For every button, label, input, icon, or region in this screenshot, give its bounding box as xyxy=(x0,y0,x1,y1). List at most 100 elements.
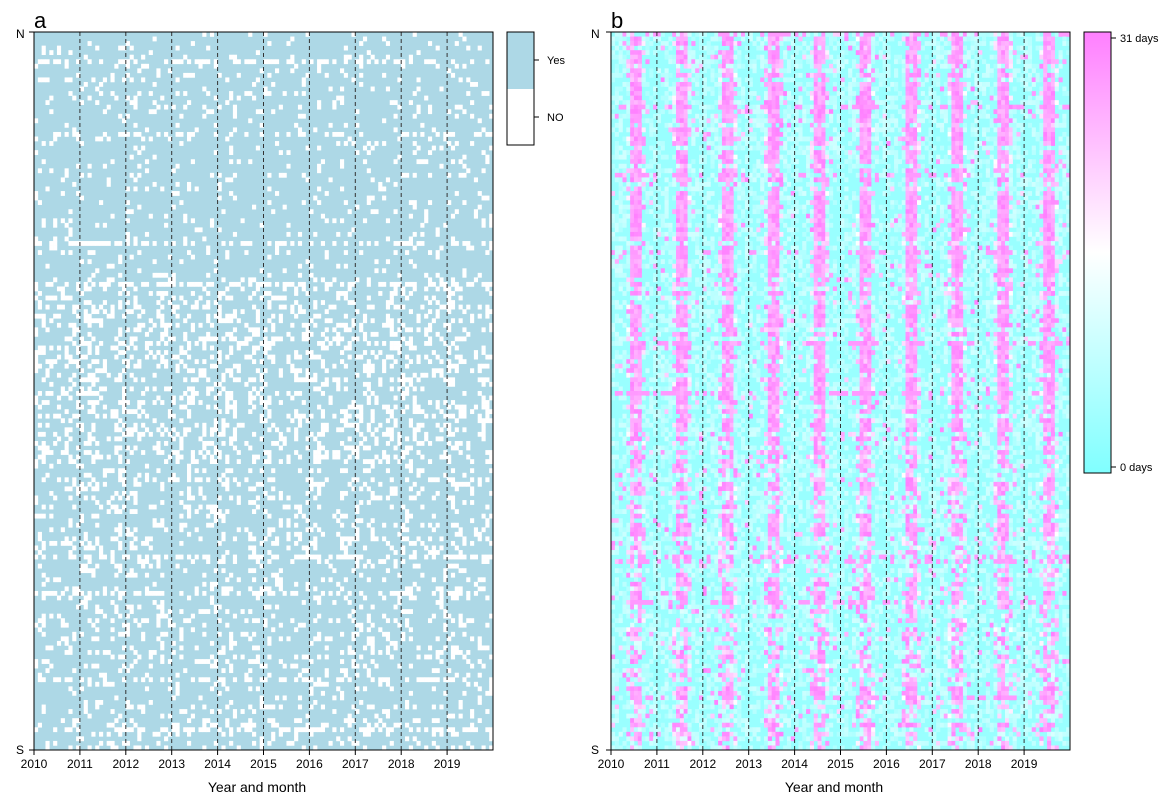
heatmap-cell-no xyxy=(370,318,375,324)
heatmap-cell xyxy=(672,100,677,105)
heatmap-cell-no xyxy=(355,454,360,460)
heatmap-cell-no xyxy=(336,531,341,537)
heatmap-cell-no xyxy=(229,700,234,705)
heatmap-cell-no xyxy=(313,377,318,383)
heatmap-cell-no xyxy=(290,309,295,315)
heatmap-cell xyxy=(959,36,964,42)
heatmap-cell-no xyxy=(72,477,77,483)
heatmap-cell-no xyxy=(95,450,100,455)
heatmap-cell-no xyxy=(347,650,352,655)
heatmap-cell-no xyxy=(213,422,218,428)
heatmap-cell-no xyxy=(37,241,42,246)
heatmap-cell-no xyxy=(121,118,127,124)
heatmap-cell xyxy=(997,54,1002,60)
heatmap-cell-no xyxy=(408,418,413,424)
heatmap-cell-no xyxy=(382,595,387,601)
panel-a-year-separators xyxy=(79,32,448,750)
heatmap-cell-no xyxy=(382,522,387,528)
heatmap-cell-no xyxy=(164,272,169,278)
heatmap-cell xyxy=(622,36,627,42)
heatmap-cell-no xyxy=(179,445,184,451)
heatmap-cell xyxy=(1050,41,1056,46)
heatmap-cell xyxy=(806,72,811,78)
heatmap-cell-no xyxy=(83,545,88,551)
heatmap-cell-no xyxy=(190,254,195,260)
heatmap-cell-no xyxy=(416,409,421,415)
heatmap-cell-no xyxy=(152,100,157,105)
heatmap-cell xyxy=(710,104,715,110)
heatmap-cell xyxy=(951,91,956,96)
heatmap-cell-no xyxy=(408,54,413,60)
heatmap-cell-no xyxy=(401,536,406,542)
heatmap-cell-no xyxy=(64,650,69,655)
heatmap-cell-no xyxy=(412,550,417,555)
heatmap-cell-no xyxy=(118,613,123,619)
heatmap-cell-no xyxy=(450,341,456,346)
heatmap-cell-no xyxy=(477,191,482,196)
heatmap-cell-no xyxy=(114,354,119,360)
heatmap-cell-no xyxy=(56,345,62,351)
heatmap-cell-no xyxy=(110,495,115,501)
heatmap-cell-no xyxy=(87,59,92,65)
heatmap-cell-no xyxy=(271,477,276,483)
heatmap-cell-no xyxy=(83,531,88,537)
heatmap-cell-no xyxy=(271,718,276,724)
heatmap-cell-no xyxy=(313,700,318,705)
heatmap-cell xyxy=(985,63,990,69)
heatmap-cell-no xyxy=(435,131,440,137)
heatmap-cell-no xyxy=(236,159,241,165)
heatmap-cell-no xyxy=(320,704,326,710)
heatmap-cell xyxy=(974,91,979,96)
heatmap-cell-no xyxy=(370,640,375,646)
heatmap-cell-no xyxy=(72,327,77,333)
heatmap-cell-no xyxy=(129,718,134,724)
heatmap-cell-no xyxy=(118,631,123,637)
heatmap-cell-no xyxy=(263,281,268,287)
heatmap-cell-no xyxy=(206,281,211,287)
heatmap-cell-no xyxy=(60,291,65,296)
heatmap-cell-no xyxy=(179,645,184,651)
heatmap-cell xyxy=(978,54,983,60)
heatmap-cell-no xyxy=(332,600,337,605)
heatmap-cell-no xyxy=(431,704,436,710)
heatmap-cell-no xyxy=(359,572,364,578)
heatmap-cell-no xyxy=(347,718,352,724)
x-tick-label-2013: 2013 xyxy=(158,757,185,771)
heatmap-cell xyxy=(1043,77,1048,83)
heatmap-cell-no xyxy=(462,413,467,419)
heatmap-cell-no xyxy=(160,272,165,278)
heatmap-cell-no xyxy=(286,250,291,255)
heatmap-cell xyxy=(1039,104,1044,110)
heatmap-cell xyxy=(641,36,646,42)
heatmap-cell-no xyxy=(427,41,433,46)
heatmap-cell-no xyxy=(378,481,383,487)
heatmap-cell-no xyxy=(129,609,134,614)
heatmap-cell-no xyxy=(427,59,433,65)
heatmap-cell-no xyxy=(320,213,326,219)
heatmap-cell-no xyxy=(317,354,322,360)
heatmap-cell-no xyxy=(447,554,452,560)
heatmap-cell-no xyxy=(297,281,303,287)
heatmap-cell-no xyxy=(290,304,295,310)
heatmap-cell-no xyxy=(313,322,318,328)
heatmap-cell-no xyxy=(34,395,39,401)
heatmap-cell xyxy=(813,91,818,96)
heatmap-cell-no xyxy=(317,313,322,319)
heatmap-cell xyxy=(809,50,815,56)
heatmap-cell-no xyxy=(91,568,96,574)
heatmap-cell-no xyxy=(114,241,119,246)
heatmap-cell-no xyxy=(447,495,452,501)
heatmap-cell xyxy=(756,36,761,42)
heatmap-cell-no xyxy=(79,590,85,596)
heatmap-cell-no xyxy=(72,95,77,101)
heatmap-cell-no xyxy=(470,540,475,546)
heatmap-cell xyxy=(618,59,623,65)
heatmap-cell-no xyxy=(485,559,490,564)
heatmap-cell-no xyxy=(385,427,391,433)
heatmap-cell-no xyxy=(167,254,173,260)
heatmap-cell-no xyxy=(343,45,348,51)
heatmap-cell-no xyxy=(179,513,184,519)
heatmap-cell-no xyxy=(60,295,65,301)
heatmap-cell xyxy=(970,32,975,37)
heatmap-cell-no xyxy=(427,104,433,110)
